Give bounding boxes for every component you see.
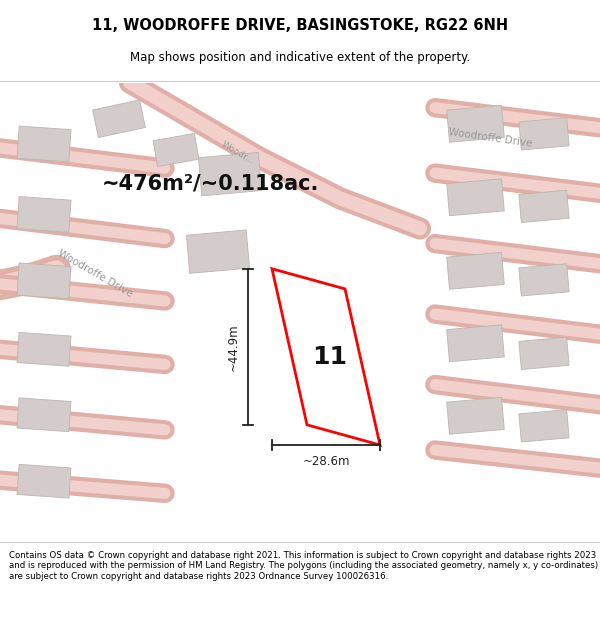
Polygon shape [447, 325, 504, 362]
Polygon shape [519, 410, 569, 442]
Polygon shape [17, 263, 71, 299]
Polygon shape [17, 196, 71, 232]
Polygon shape [519, 118, 569, 150]
Polygon shape [272, 269, 380, 445]
Text: 11: 11 [313, 346, 347, 369]
Polygon shape [519, 190, 569, 222]
Polygon shape [519, 338, 569, 369]
Text: Map shows position and indicative extent of the property.: Map shows position and indicative extent… [130, 51, 470, 64]
Polygon shape [17, 398, 71, 432]
Polygon shape [153, 133, 199, 166]
Polygon shape [447, 398, 504, 434]
Polygon shape [447, 179, 504, 216]
Polygon shape [17, 464, 71, 498]
Text: ~28.6m: ~28.6m [302, 455, 350, 468]
Text: Woodroffe Drive: Woodroffe Drive [448, 127, 533, 149]
Polygon shape [447, 106, 504, 142]
Text: Contains OS data © Crown copyright and database right 2021. This information is : Contains OS data © Crown copyright and d… [9, 551, 598, 581]
Polygon shape [17, 332, 71, 366]
Text: ~44.9m: ~44.9m [227, 323, 240, 371]
Polygon shape [447, 253, 504, 289]
Text: Woodr...: Woodr... [220, 140, 256, 166]
Text: 11, WOODROFFE DRIVE, BASINGSTOKE, RG22 6NH: 11, WOODROFFE DRIVE, BASINGSTOKE, RG22 6… [92, 18, 508, 33]
Polygon shape [519, 264, 569, 296]
Polygon shape [92, 100, 145, 138]
Polygon shape [187, 230, 250, 273]
Text: Woodroffe Drive: Woodroffe Drive [56, 248, 134, 299]
Polygon shape [199, 152, 262, 196]
Text: ~476m²/~0.118ac.: ~476m²/~0.118ac. [101, 173, 319, 193]
Polygon shape [17, 126, 71, 162]
